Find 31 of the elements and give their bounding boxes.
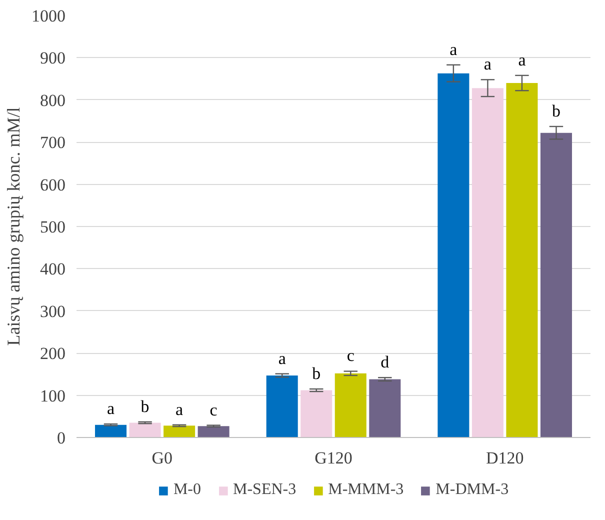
x-tick-label: G120 xyxy=(314,448,352,468)
data-label: b xyxy=(140,396,150,416)
y-tick-label: 900 xyxy=(40,48,66,68)
data-label: d xyxy=(380,352,390,372)
y-tick-label: 800 xyxy=(40,90,66,110)
y-axis-title: Laisvų amino grupių konc. mM/l xyxy=(4,107,24,346)
data-label: a xyxy=(278,348,286,368)
y-tick-label: 400 xyxy=(40,260,66,279)
legend-label: M-SEN-3 xyxy=(233,481,296,499)
y-tick-label: 600 xyxy=(40,175,66,194)
y-tick-label: 500 xyxy=(40,218,66,236)
y-tick-label: 300 xyxy=(40,302,66,321)
data-label: c xyxy=(346,346,355,366)
data-label: b xyxy=(312,364,321,383)
y-tick-label: 700 xyxy=(40,133,66,152)
data-label: a xyxy=(450,40,458,59)
x-tick-label: D120 xyxy=(486,448,524,468)
data-label: a xyxy=(518,50,526,70)
data-label: c xyxy=(210,400,218,420)
data-label: a xyxy=(106,398,115,418)
data-label: a xyxy=(484,54,492,74)
legend-label: M-MMM-3 xyxy=(328,481,404,499)
data-label: b xyxy=(552,101,560,120)
y-tick-label: 200 xyxy=(40,344,66,364)
x-tick-label: G0 xyxy=(152,448,173,468)
y-tick-label: 1000 xyxy=(32,6,66,26)
y-tick-label: 0 xyxy=(57,428,66,448)
y-tick-label: 100 xyxy=(40,386,66,406)
data-label: a xyxy=(176,400,184,419)
legend-label: M-0 xyxy=(173,481,201,499)
legend-label: M-DMM-3 xyxy=(436,481,509,499)
